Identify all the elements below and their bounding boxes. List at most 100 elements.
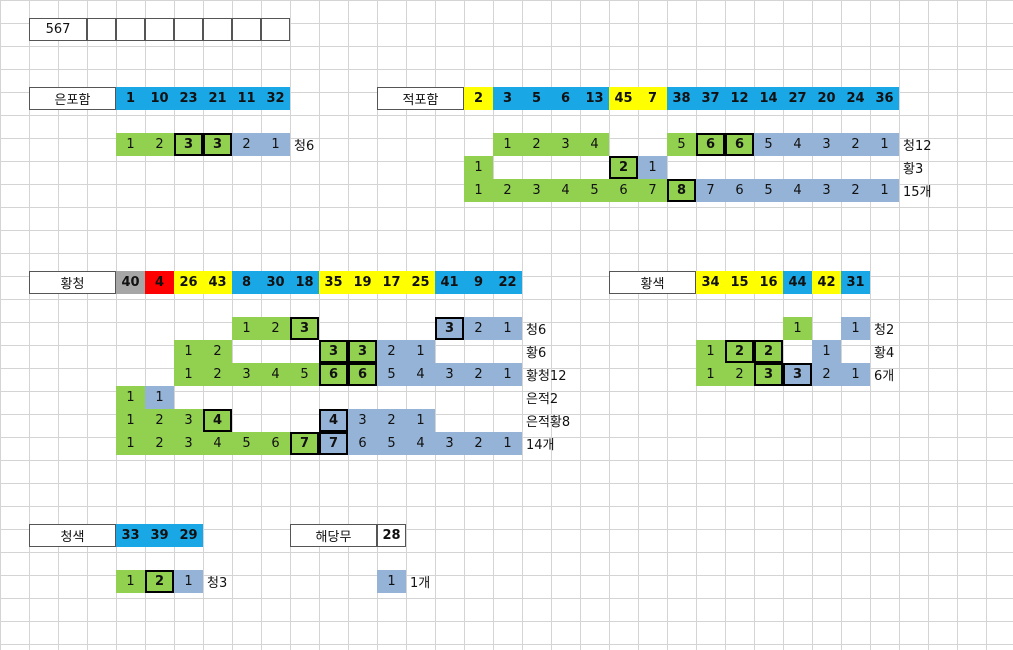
hwangcheong-row1-count[interactable]: 1: [493, 317, 522, 340]
eunpoham-boxed-count[interactable]: 3: [174, 133, 203, 156]
hwangcheong-row2-count[interactable]: 1: [174, 340, 203, 363]
hwangcheong-row6-count[interactable]: 3: [435, 432, 464, 455]
eunpoham-count[interactable]: 1: [116, 133, 145, 156]
jeokpoham-row1-count[interactable]: 4: [783, 133, 812, 156]
hwangsaek-row2-count[interactable]: 1: [812, 340, 841, 363]
top-value-cell[interactable]: 567: [29, 18, 87, 41]
jeokpoham-number[interactable]: 37: [696, 87, 725, 110]
jeokpoham-number[interactable]: 5: [522, 87, 551, 110]
hwangcheong-row6-count[interactable]: 2: [464, 432, 493, 455]
hwangcheong-row1-count[interactable]: 2: [464, 317, 493, 340]
cheongsaek-row-count[interactable]: 1: [174, 570, 203, 593]
hwangcheong-row2-boxed-count[interactable]: 3: [319, 340, 348, 363]
cheongsaek-row-boxed-count[interactable]: 2: [145, 570, 174, 593]
hwangcheong-number[interactable]: 8: [232, 271, 261, 294]
empty-cell[interactable]: [116, 18, 145, 41]
hwangcheong-row3-count[interactable]: 3: [232, 363, 261, 386]
jeokpoham-row1-count[interactable]: 2: [522, 133, 551, 156]
jeokpoham-row1-count[interactable]: 2: [841, 133, 870, 156]
jeokpoham-number[interactable]: 24: [841, 87, 870, 110]
hwangcheong-row6-boxed-count[interactable]: 7: [319, 432, 348, 455]
jeokpoham-row2-boxed-count[interactable]: 2: [609, 156, 638, 179]
hwangcheong-row2-boxed-count[interactable]: 3: [348, 340, 377, 363]
cheongsaek-row-count[interactable]: 1: [116, 570, 145, 593]
jeokpoham-row2-count[interactable]: 1: [464, 156, 493, 179]
hwangsaek-row3-boxed-count[interactable]: 3: [783, 363, 812, 386]
jeokpoham-row2-count[interactable]: 1: [638, 156, 667, 179]
jeokpoham-row1-count[interactable]: 5: [667, 133, 696, 156]
hwangcheong-number[interactable]: 17: [377, 271, 406, 294]
jeokpoham-row3-count[interactable]: 7: [696, 179, 725, 202]
jeokpoham-row3-count[interactable]: 6: [609, 179, 638, 202]
jeokpoham-row3-count[interactable]: 5: [580, 179, 609, 202]
jeokpoham-row3-count[interactable]: 7: [638, 179, 667, 202]
hwangcheong-row5-count[interactable]: 3: [348, 409, 377, 432]
hwangcheong-number[interactable]: 35: [319, 271, 348, 294]
hwangcheong-row3-count[interactable]: 3: [435, 363, 464, 386]
jeokpoham-row3-count[interactable]: 1: [464, 179, 493, 202]
hwangcheong-row3-boxed-count[interactable]: 6: [319, 363, 348, 386]
jeokpoham-row1-count[interactable]: 4: [580, 133, 609, 156]
hwangcheong-row2-count[interactable]: 1: [406, 340, 435, 363]
cheongsaek-number[interactable]: 33: [116, 524, 145, 547]
jeokpoham-row3-count[interactable]: 1: [870, 179, 899, 202]
hwangcheong-number[interactable]: 4: [145, 271, 174, 294]
empty-cell[interactable]: [232, 18, 261, 41]
hwangsaek-row1-count[interactable]: 1: [783, 317, 812, 340]
jeokpoham-row1-count[interactable]: 5: [754, 133, 783, 156]
jeokpoham-number[interactable]: 14: [754, 87, 783, 110]
eunpoham-number[interactable]: 11: [232, 87, 261, 110]
hwangcheong-row6-count[interactable]: 5: [377, 432, 406, 455]
hwangsaek-number[interactable]: 16: [754, 271, 783, 294]
hwangcheong-row5-count[interactable]: 2: [145, 409, 174, 432]
hwangcheong-row1-count[interactable]: 2: [261, 317, 290, 340]
hwangsaek-row1-count[interactable]: 1: [841, 317, 870, 340]
hwangcheong-row5-count[interactable]: 1: [406, 409, 435, 432]
hwangcheong-row5-boxed-count[interactable]: 4: [203, 409, 232, 432]
eunpoham-boxed-count[interactable]: 3: [203, 133, 232, 156]
hwangcheong-row5-boxed-count[interactable]: 4: [319, 409, 348, 432]
hwangcheong-row3-count[interactable]: 2: [203, 363, 232, 386]
hwangcheong-row6-count[interactable]: 6: [348, 432, 377, 455]
jeokpoham-number[interactable]: 13: [580, 87, 609, 110]
hwangcheong-row3-count[interactable]: 2: [464, 363, 493, 386]
jeokpoham-number[interactable]: 38: [667, 87, 696, 110]
cheongsaek-number[interactable]: 29: [174, 524, 203, 547]
hwangcheong-row3-count[interactable]: 4: [261, 363, 290, 386]
hwangsaek-number[interactable]: 42: [812, 271, 841, 294]
hwangcheong-number[interactable]: 30: [261, 271, 290, 294]
hwangcheong-row6-count[interactable]: 6: [261, 432, 290, 455]
hwangsaek-number[interactable]: 34: [696, 271, 725, 294]
hwangcheong-row6-boxed-count[interactable]: 7: [290, 432, 319, 455]
jeokpoham-row3-count[interactable]: 6: [725, 179, 754, 202]
hwangcheong-row2-count[interactable]: 2: [203, 340, 232, 363]
hwangcheong-row3-count[interactable]: 5: [377, 363, 406, 386]
jeokpoham-row1-count[interactable]: 1: [870, 133, 899, 156]
haedangmu-row-count[interactable]: 1: [377, 570, 406, 593]
eunpoham-number[interactable]: 32: [261, 87, 290, 110]
hwangcheong-number[interactable]: 25: [406, 271, 435, 294]
hwangcheong-row3-count[interactable]: 5: [290, 363, 319, 386]
hwangcheong-number[interactable]: 40: [116, 271, 145, 294]
hwangcheong-row1-boxed-count[interactable]: 3: [290, 317, 319, 340]
eunpoham-number[interactable]: 21: [203, 87, 232, 110]
hwangsaek-row2-boxed-count[interactable]: 2: [754, 340, 783, 363]
hwangcheong-number[interactable]: 22: [493, 271, 522, 294]
hwangcheong-row1-count[interactable]: 1: [232, 317, 261, 340]
hwangsaek-row3-count[interactable]: 1: [696, 363, 725, 386]
jeokpoham-row3-count[interactable]: 2: [841, 179, 870, 202]
hwangcheong-row3-boxed-count[interactable]: 6: [348, 363, 377, 386]
hwangsaek-row2-boxed-count[interactable]: 2: [725, 340, 754, 363]
hwangcheong-row4-count[interactable]: 1: [116, 386, 145, 409]
hwangcheong-number[interactable]: 41: [435, 271, 464, 294]
jeokpoham-number[interactable]: 36: [870, 87, 899, 110]
hwangsaek-row3-boxed-count[interactable]: 3: [754, 363, 783, 386]
jeokpoham-row3-count[interactable]: 2: [493, 179, 522, 202]
hwangsaek-row3-count[interactable]: 2: [725, 363, 754, 386]
hwangcheong-row6-count[interactable]: 1: [116, 432, 145, 455]
eunpoham-number[interactable]: 1: [116, 87, 145, 110]
eunpoham-count[interactable]: 2: [145, 133, 174, 156]
jeokpoham-row3-count[interactable]: 3: [812, 179, 841, 202]
jeokpoham-row1-boxed-count[interactable]: 6: [725, 133, 754, 156]
jeokpoham-number[interactable]: 12: [725, 87, 754, 110]
